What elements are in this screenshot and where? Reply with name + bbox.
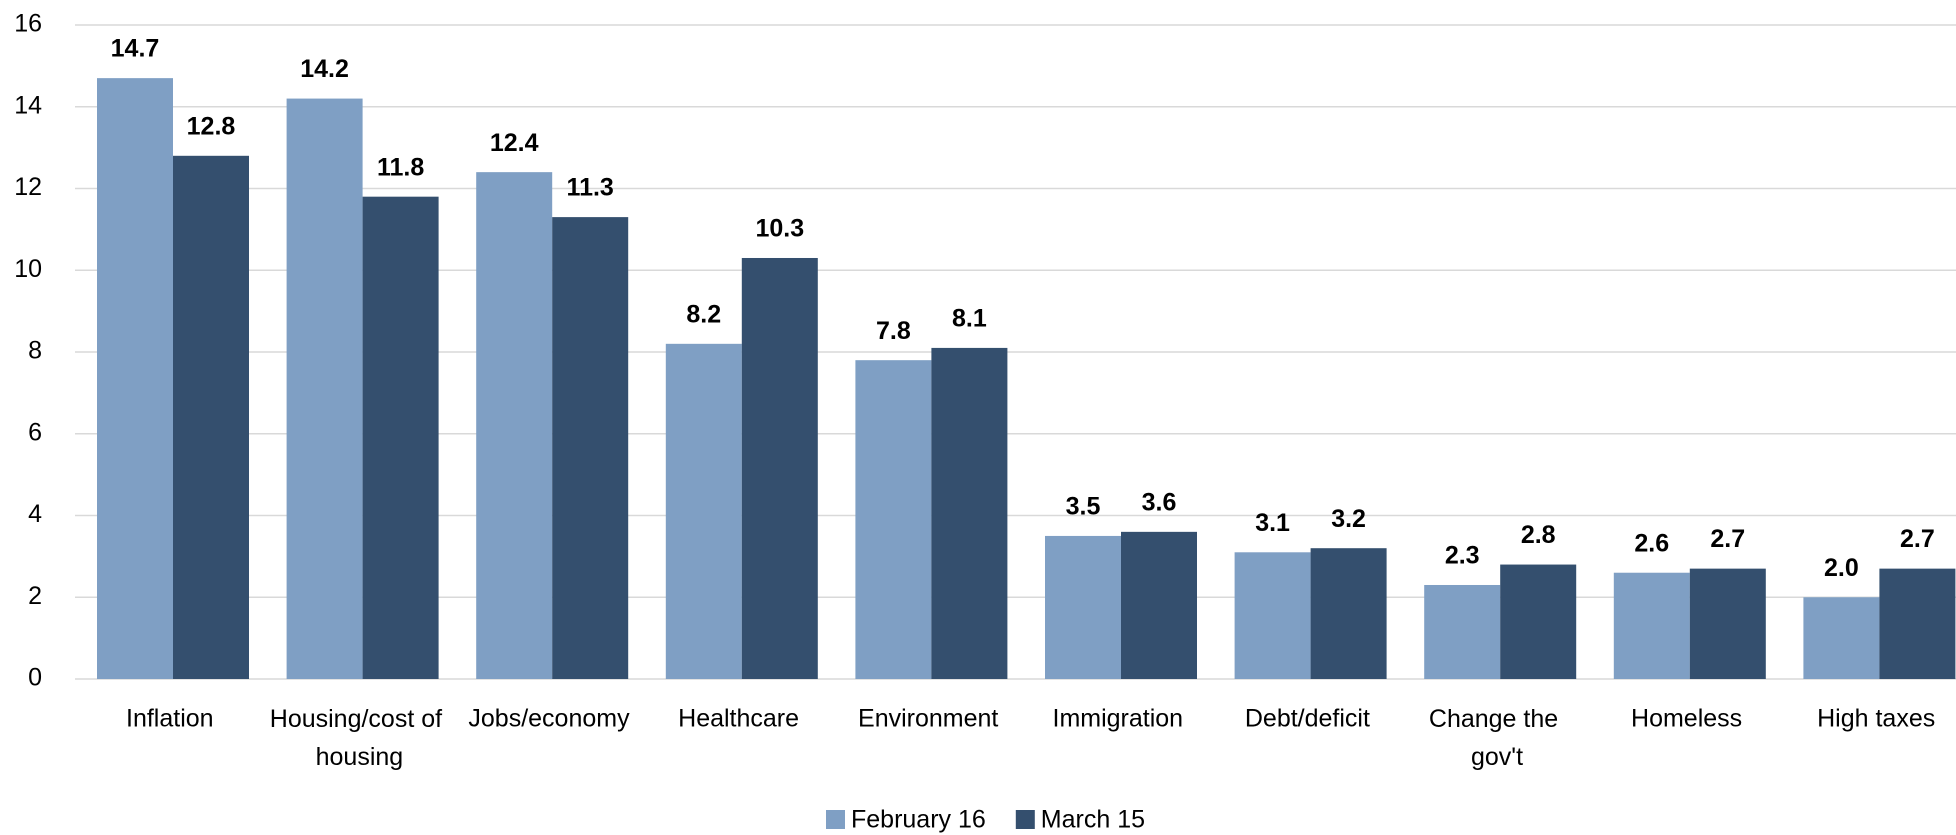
- value-label: 11.3: [567, 174, 614, 202]
- bar: [1689, 568, 1766, 679]
- x-tick-label: Healthcare: [678, 705, 799, 733]
- legend-swatch: [1015, 810, 1035, 829]
- x-tick-label: Housing/cost of housing: [270, 705, 449, 771]
- value-label: 8.2: [686, 300, 721, 328]
- value-label: 7.8: [876, 317, 911, 345]
- bar: [931, 347, 1008, 679]
- value-label: 3.6: [1142, 488, 1177, 516]
- bar: [1121, 531, 1197, 679]
- bar: [1310, 548, 1387, 679]
- bar: [552, 217, 629, 680]
- value-label: 2.7: [1710, 525, 1745, 553]
- legend-label: February 16: [851, 806, 986, 834]
- value-label: 10.3: [755, 215, 804, 243]
- value-label: 8.1: [952, 305, 987, 333]
- value-label: 14.2: [300, 55, 349, 83]
- value-label: 14.7: [111, 35, 160, 63]
- bar: [741, 257, 818, 679]
- x-tick-label: Inflation: [126, 705, 214, 733]
- bar: [1045, 535, 1121, 679]
- value-label: 2.6: [1634, 529, 1669, 557]
- value-label: 11.8: [377, 153, 424, 181]
- x-tick-label: Change the gov't: [1429, 705, 1565, 771]
- x-tick-label: Environment: [858, 705, 998, 733]
- bar: [362, 196, 439, 680]
- x-tick-label: Jobs/economy: [468, 705, 630, 733]
- y-tick-label: 2: [28, 582, 42, 610]
- value-label: 3.1: [1255, 509, 1290, 537]
- bar: [286, 98, 363, 679]
- bar: [1879, 568, 1956, 679]
- bar: [1424, 584, 1501, 679]
- y-tick-label: 0: [28, 664, 42, 692]
- value-label: 2.7: [1900, 525, 1935, 553]
- value-label: 3.2: [1331, 505, 1366, 533]
- bar: [1803, 597, 1880, 679]
- bar: [1613, 572, 1690, 679]
- y-tick-label: 16: [14, 10, 42, 38]
- value-label: 12.4: [490, 129, 539, 157]
- x-tick-label: Homeless: [1631, 705, 1742, 733]
- bar: [476, 172, 553, 679]
- bar: [173, 155, 249, 680]
- bar: [97, 78, 173, 679]
- bar: [1234, 552, 1311, 679]
- y-tick-label: 14: [14, 91, 42, 119]
- value-label: 2.0: [1824, 554, 1859, 582]
- y-tick-label: 6: [28, 418, 42, 446]
- value-label: 3.5: [1066, 493, 1101, 521]
- x-tick-label: High taxes: [1817, 705, 1935, 733]
- bar: [1500, 564, 1577, 679]
- value-label: 2.8: [1521, 521, 1556, 549]
- value-label: 2.3: [1445, 542, 1480, 570]
- bar: [855, 360, 932, 679]
- value-label: 12.8: [187, 112, 236, 140]
- x-tick-label: Debt/deficit: [1245, 705, 1370, 733]
- bar: [665, 343, 742, 679]
- legend-swatch: [826, 810, 845, 829]
- y-tick-label: 10: [14, 255, 42, 283]
- y-tick-label: 12: [14, 173, 42, 201]
- y-tick-label: 4: [28, 500, 42, 528]
- legend-label: March 15: [1041, 806, 1145, 834]
- y-tick-label: 8: [28, 337, 42, 365]
- x-tick-label: Immigration: [1053, 705, 1184, 733]
